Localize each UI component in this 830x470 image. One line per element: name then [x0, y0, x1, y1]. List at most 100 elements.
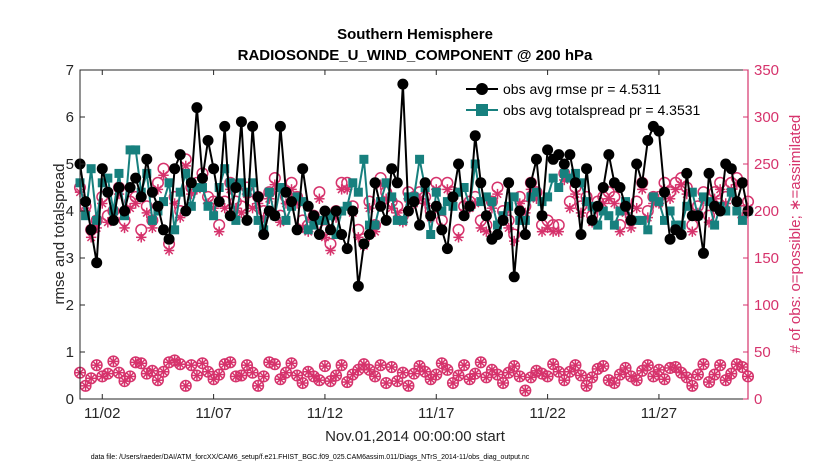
- rmse-point: [530, 153, 542, 165]
- spread-point: [531, 187, 541, 197]
- spread-point: [587, 201, 597, 211]
- y-right-tick-label: 150: [754, 250, 779, 267]
- obs-possible-point-upper: [641, 204, 654, 218]
- obs-assimilated-stroke: [660, 375, 669, 384]
- legend-spread-marker: [476, 104, 488, 116]
- rmse-point: [96, 163, 108, 175]
- rmse-point: [152, 200, 164, 212]
- obs-assimilated-point: [642, 359, 653, 371]
- spread-point: [159, 197, 168, 207]
- spread-point: [81, 211, 91, 221]
- obs-possible-point: [318, 360, 331, 373]
- obs-possible-point: [619, 361, 632, 375]
- spread-point: [364, 220, 374, 230]
- y-tick-label: 2: [66, 297, 74, 314]
- obs-assimilated-point: [720, 375, 731, 386]
- obs-assimilated-point: [319, 360, 331, 372]
- spread-point: [582, 197, 592, 207]
- y-tick-label: 7: [66, 62, 74, 79]
- rmse-point: [581, 163, 593, 175]
- rmse-point: [564, 149, 576, 161]
- rmse-point: [352, 280, 364, 292]
- obs-assimilated-stroke: [554, 367, 563, 376]
- rmse-point: [169, 163, 181, 175]
- spread-point: [476, 197, 486, 207]
- obs-assimilated-point: [458, 359, 470, 371]
- spread-point: [554, 183, 564, 192]
- obs-assimilated-stroke: [192, 371, 202, 380]
- obs-assimilated-point: [726, 368, 737, 379]
- spread-point: [559, 168, 569, 178]
- obs-assimilated-point: [236, 370, 247, 381]
- obs-possible-point: [569, 359, 582, 372]
- obs-assimilated-point: [175, 359, 186, 370]
- rmse-point: [475, 177, 487, 189]
- obs-possible-point: [686, 379, 699, 392]
- x-tick-label: 11/12: [307, 405, 343, 422]
- obs-assimilated-stroke: [487, 365, 497, 375]
- rmse-point: [397, 78, 409, 90]
- rmse-point: [280, 186, 292, 198]
- obs-assimilated-stroke: [337, 360, 346, 370]
- spread-point: [654, 197, 664, 207]
- obs-assimilated-stroke: [281, 368, 291, 377]
- obs-possible-point: [680, 371, 693, 384]
- obs-assimilated-stroke: [560, 375, 569, 385]
- x-tick-label: 11/07: [195, 405, 231, 422]
- spread-point: [381, 178, 391, 188]
- obs-assimilated-point: [659, 374, 670, 385]
- obs-assimilated-point: [653, 364, 665, 376]
- obs-possible-point: [430, 368, 443, 381]
- obs-assimilated-stroke: [287, 359, 296, 368]
- legend-rmse-marker: [476, 83, 488, 95]
- obs-assimilated-stroke: [175, 360, 185, 369]
- spread-point: [570, 168, 580, 178]
- rmse-point: [659, 186, 670, 198]
- footer-data-file: data file: /Users/raeder/DAI/ATM_forcXX/…: [91, 454, 530, 461]
- obs-assimilated-point: [709, 369, 720, 380]
- rmse-point: [341, 243, 353, 255]
- y-right-tick-label: 200: [754, 203, 779, 220]
- rmse-point: [380, 214, 392, 226]
- rmse-point: [425, 210, 437, 222]
- spread-point: [398, 215, 408, 225]
- obs-possible-point-upper: [285, 176, 298, 189]
- obs-assimilated-point: [169, 355, 180, 366]
- rmse-point: [464, 200, 476, 212]
- obs-assimilated-stroke: [715, 360, 725, 370]
- obs-possible-point-upper: [563, 195, 576, 208]
- y-right-tick-label: 350: [754, 62, 779, 79]
- obs-assimilated-point: [180, 380, 191, 392]
- rmse-point: [113, 182, 125, 193]
- obs-possible-point: [85, 372, 98, 385]
- obs-possible-point: [213, 368, 226, 381]
- spread-point: [660, 215, 669, 225]
- spread-point: [292, 192, 302, 202]
- obs-possible-point-upper: [547, 219, 560, 232]
- rmse-point: [163, 233, 175, 245]
- obs-assimilated-stroke: [137, 359, 146, 368]
- rmse-point: [675, 229, 687, 240]
- spread-point: [186, 201, 196, 211]
- y-tick-label: 0: [66, 391, 74, 408]
- obs-assimilated-stroke: [187, 360, 196, 370]
- obs-assimilated-stroke: [125, 372, 135, 381]
- obs-assimilated-point: [108, 356, 119, 367]
- obs-assimilated-stroke: [270, 360, 280, 369]
- spread-point: [86, 164, 96, 174]
- obs-possible-point: [519, 384, 532, 397]
- obs-possible-point: [380, 376, 393, 390]
- rmse-point: [141, 153, 153, 165]
- rmse-point: [80, 196, 92, 208]
- obs-assimilated-stroke: [682, 373, 691, 382]
- rmse-point: [347, 205, 359, 217]
- obs-assimilated-stroke: [86, 374, 96, 383]
- obs-assimilated-stroke: [153, 375, 163, 385]
- y-tick-label: 3: [66, 250, 74, 267]
- rmse-point: [369, 177, 381, 189]
- rmse-point: [586, 214, 598, 226]
- obs-assimilated-point: [380, 377, 392, 389]
- obs-assimilated-point: [687, 380, 698, 392]
- spread-point: [359, 154, 369, 164]
- y-tick-label: 4: [66, 203, 74, 220]
